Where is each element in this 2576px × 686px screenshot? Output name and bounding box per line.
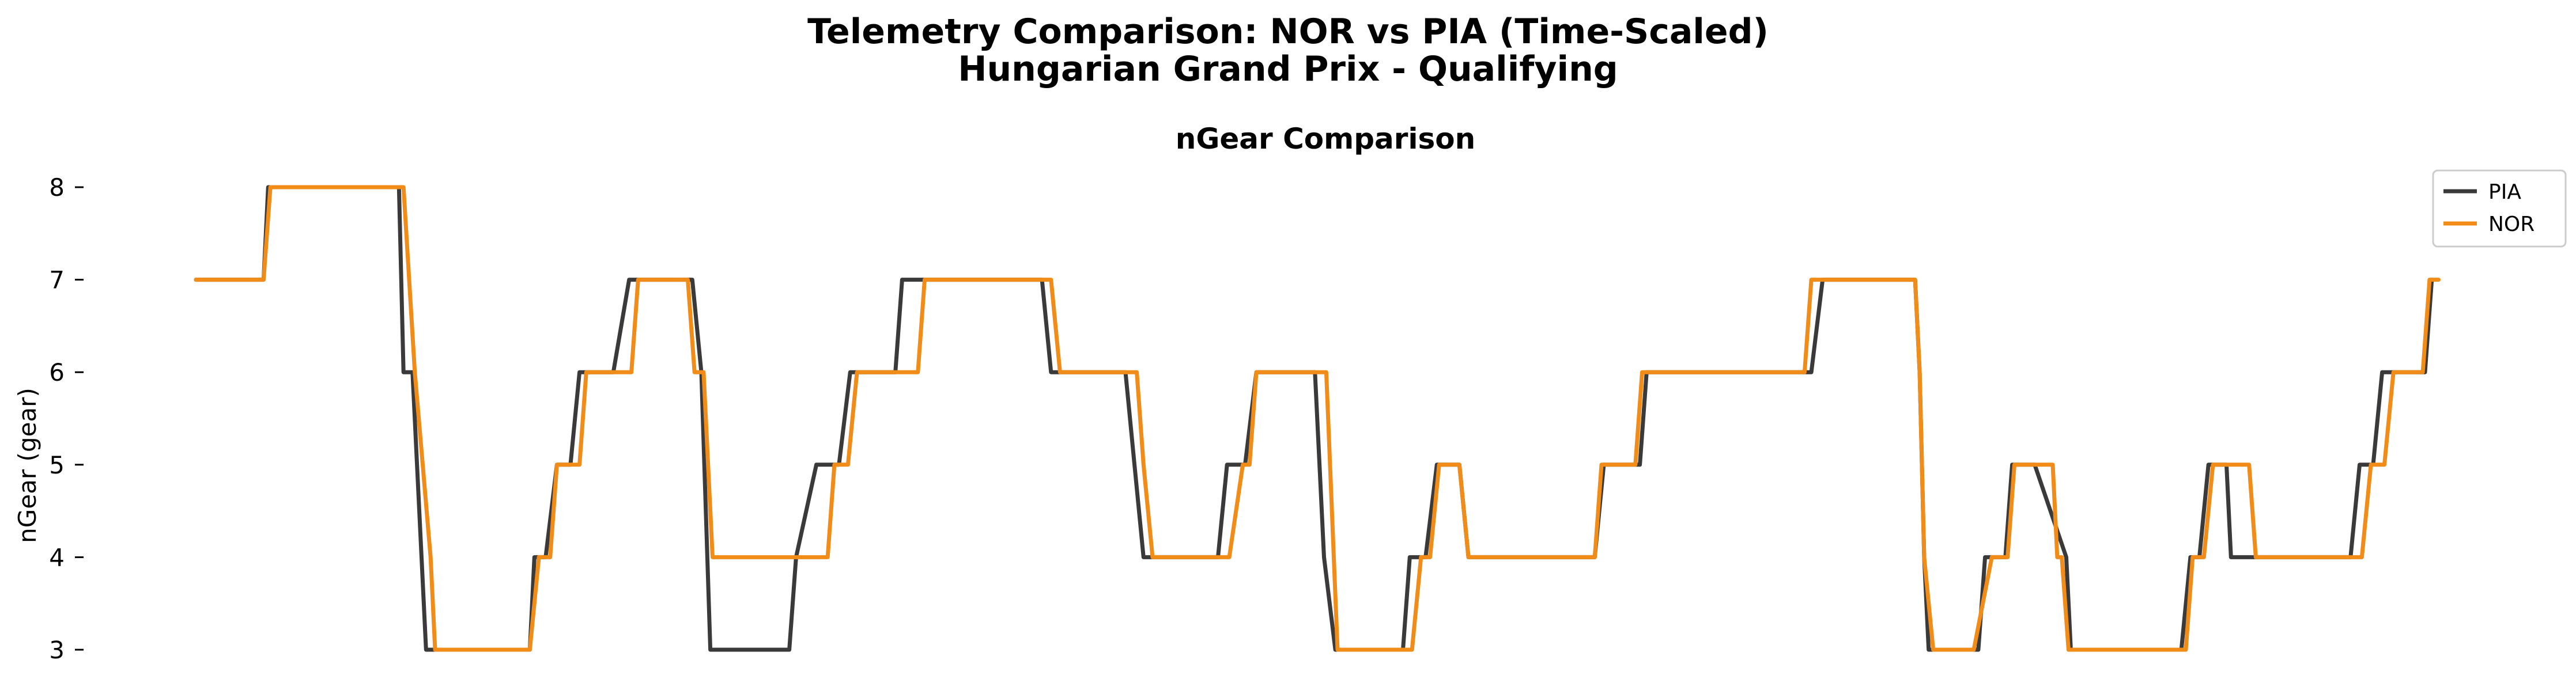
y-tick-label: 8 xyxy=(49,173,65,202)
series-line-nor xyxy=(194,185,2441,652)
series-line-pia xyxy=(194,185,2434,652)
y-tick-label: 5 xyxy=(49,451,65,479)
y-tick-label: 4 xyxy=(49,543,65,571)
y-tick-label: 7 xyxy=(49,266,65,294)
legend-label-pia: PIA xyxy=(2488,180,2521,204)
y-axis-label: nGear (gear) xyxy=(13,388,41,543)
y-axis: 3 4 5 6 7 8 xyxy=(49,173,84,664)
chart-title: nGear Comparison xyxy=(1176,122,1476,156)
legend: PIA NOR xyxy=(2432,169,2567,248)
legend-label-nor: NOR xyxy=(2488,213,2535,236)
figure-title-line1: Telemetry Comparison: NOR vs PIA (Time-S… xyxy=(807,12,1769,52)
y-tick-label: 3 xyxy=(49,636,65,664)
figure-title-line2: Hungarian Grand Prix - Qualifying xyxy=(958,49,1618,89)
y-tick-label: 6 xyxy=(49,358,65,386)
series-lines xyxy=(194,185,2441,652)
